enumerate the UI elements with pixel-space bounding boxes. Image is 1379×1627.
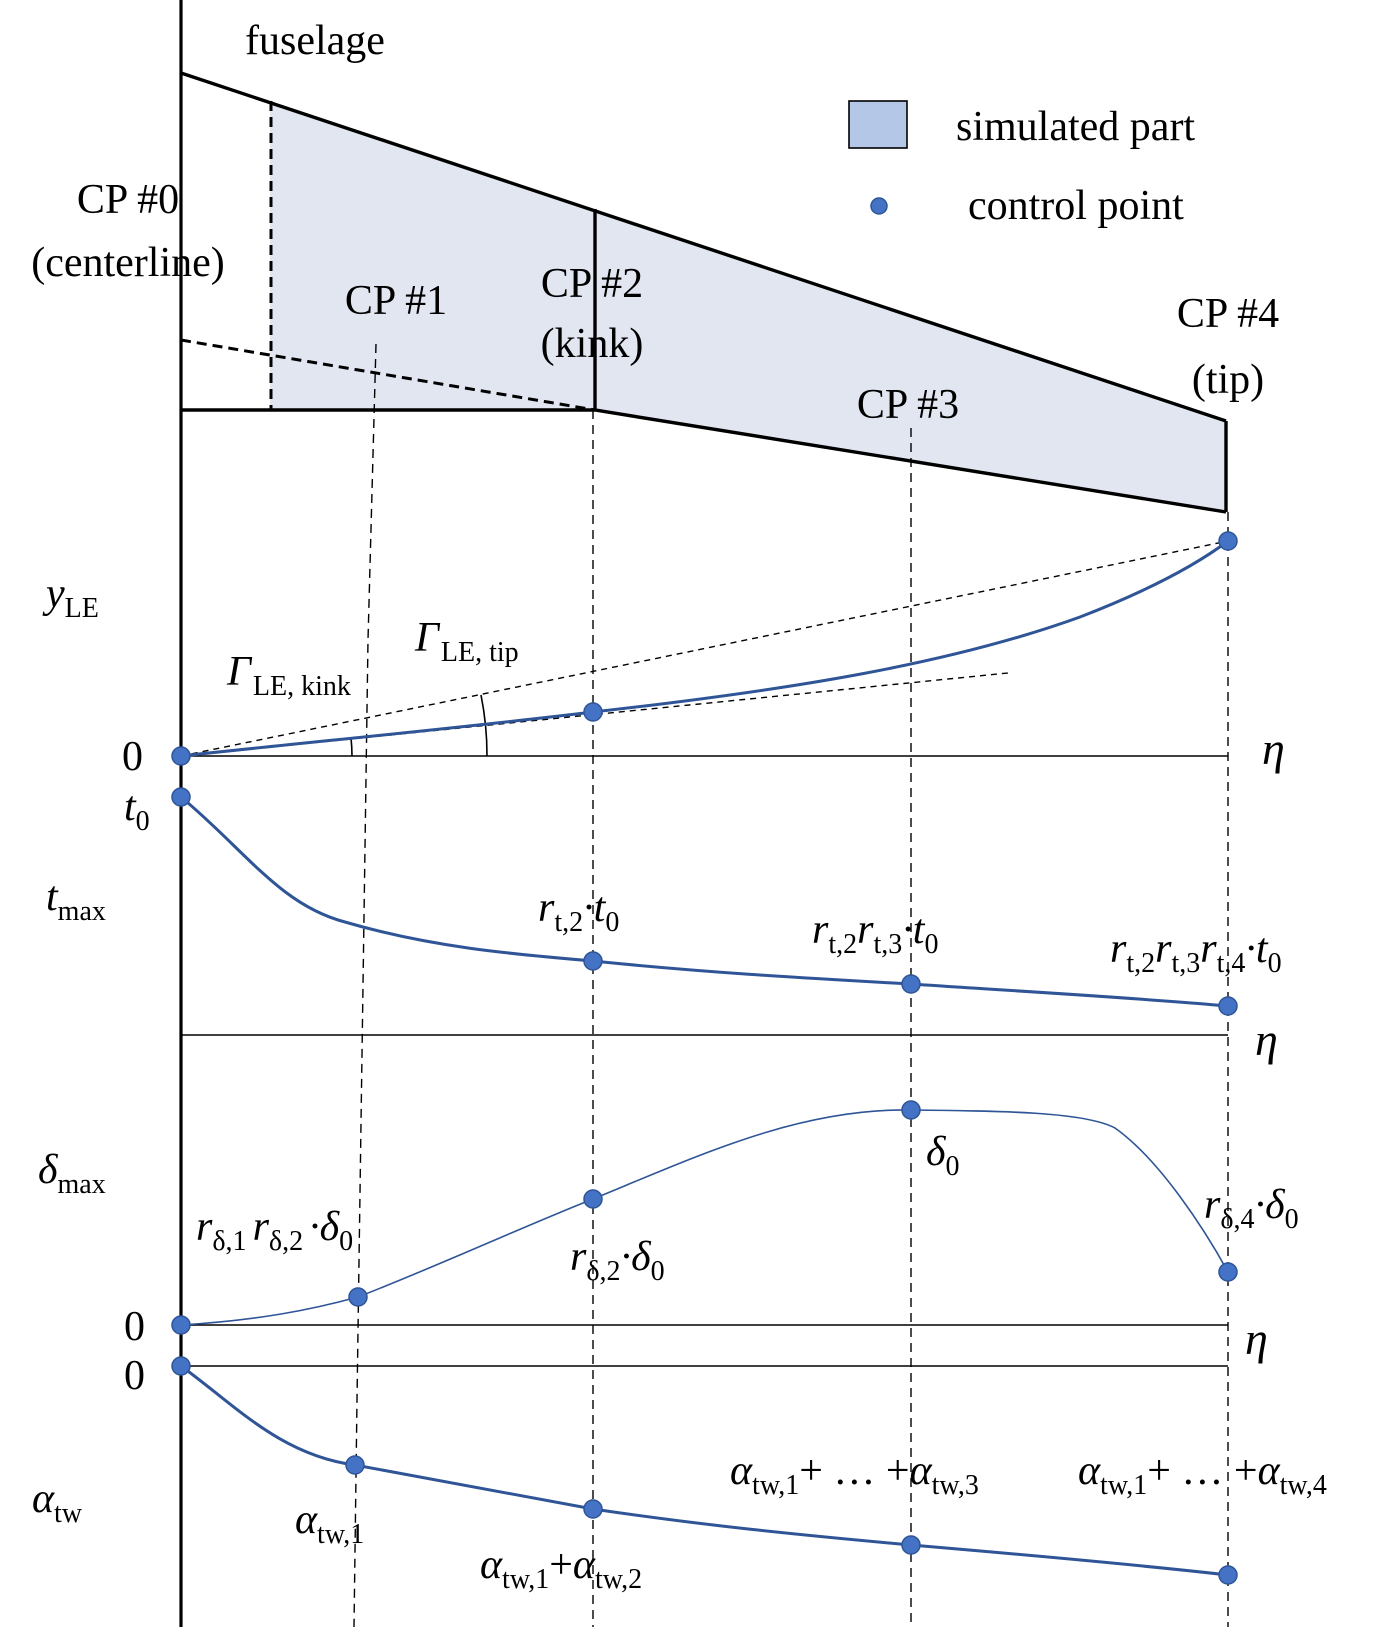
alpha-tw-cp2-label: αtw,1+αtw,2: [480, 1542, 642, 1595]
y-le-zero-label: 0: [122, 734, 143, 780]
delta-max-zero-label: 0: [124, 1304, 145, 1350]
y-le-cp2-point: [583, 702, 603, 722]
y-le-cp0-point: [171, 746, 191, 766]
delta-max-cp2-label: rδ,2·δ0: [570, 1234, 665, 1287]
fuselage-label: fuselage: [245, 18, 385, 64]
legend-simulated-swatch: [848, 100, 908, 149]
alpha-tw-cp3-point: [901, 1535, 921, 1555]
cp0-label: CP #0: [77, 177, 179, 223]
t-max-cp4-point: [1218, 996, 1238, 1016]
cp3-label: CP #3: [857, 382, 959, 428]
t-max-cp3-label: rt,2rt,3·t0: [812, 907, 938, 960]
alpha-tw-cp1-label: αtw,1: [295, 1497, 364, 1550]
delta-max-cp1-point: [348, 1287, 368, 1307]
cp2-sublabel: (kink): [541, 321, 644, 367]
alpha-tw-cp4-point: [1218, 1565, 1238, 1585]
t-max-eta-label: η: [1255, 1014, 1278, 1065]
t-max-cp2-point: [583, 951, 603, 971]
delta-max-cp3-point: [901, 1100, 921, 1120]
alpha-tw-cp0-point: [171, 1356, 191, 1376]
t-max-distribution-curve: [180, 795, 1229, 1008]
legend-control-point-label: control point: [968, 183, 1184, 229]
delta-max-cp0-point: [171, 1315, 191, 1335]
alpha-tw-cp4-label: αtw,1+ … +αtw,4: [1078, 1448, 1327, 1501]
cp4-label: CP #4: [1177, 291, 1279, 337]
delta-max-axis-label: δmax: [38, 1147, 106, 1200]
delta-max-cp1-label: rδ,1 rδ,2 ·δ0: [196, 1204, 353, 1257]
t-max-cp4-label: rt,2rt,3rt,4·t0: [1110, 926, 1282, 979]
cp1-guide-line: [353, 343, 377, 1627]
delta-max-cp4-label: rδ,4·δ0: [1204, 1182, 1299, 1235]
cp4-sublabel: (tip): [1192, 357, 1264, 403]
cp1-label: CP #1: [345, 278, 447, 324]
delta-max-cp2-point: [583, 1189, 603, 1209]
alpha-tw-distribution-curve: [180, 1364, 1229, 1577]
alpha-tw-cp3-label: αtw,1+ … +αtw,3: [730, 1448, 979, 1501]
gamma-kink-angle-arc: [350, 737, 353, 757]
gamma-tip-reference-line: [180, 540, 1229, 757]
gamma-kink-label: ΓLE, kink: [226, 649, 351, 702]
alpha-tw-zero-label: 0: [124, 1353, 145, 1399]
t-max-cp3-point: [901, 974, 921, 994]
cp0-sublabel: (centerline): [31, 240, 225, 286]
trailing-edge-extension-line: [180, 338, 596, 412]
gamma-tip-label: ΓLE, tip: [414, 615, 519, 668]
delta-max-eta-label: η: [1245, 1313, 1268, 1364]
leading-edge-line: [180, 71, 1227, 423]
delta-max-cp4-point: [1218, 1262, 1238, 1282]
t-max-cp2-label: rt,2·t0: [538, 885, 619, 938]
t-max-cp0-point: [171, 787, 191, 807]
alpha-tw-cp2-point: [583, 1499, 603, 1519]
delta-max-cp3-label: δ0: [926, 1129, 960, 1182]
legend-control-point-marker: [870, 197, 888, 215]
y-le-axis-label: yLE: [42, 571, 99, 624]
y-le-distribution-curve: [180, 539, 1229, 758]
alpha-tw-cp1-point: [345, 1455, 365, 1475]
alpha-tw-axis-label: αtw: [32, 1476, 83, 1529]
cp2-label: CP #2: [541, 261, 643, 307]
t-max-axis-label: tmax: [46, 874, 106, 927]
y-le-cp4-point: [1218, 531, 1238, 551]
t0-label: t0: [124, 784, 150, 837]
legend-simulated-label: simulated part: [956, 104, 1195, 150]
y-le-eta-label: η: [1262, 723, 1285, 774]
